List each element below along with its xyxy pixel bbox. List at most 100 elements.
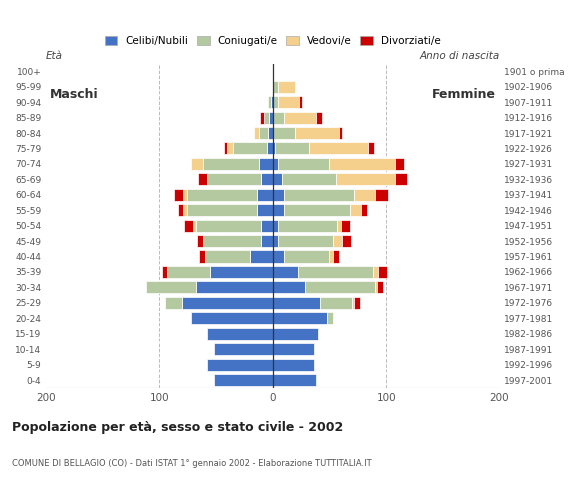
Bar xyxy=(195,220,262,232)
Text: Anno di nascita: Anno di nascita xyxy=(419,51,499,61)
Bar xyxy=(273,96,278,108)
Bar xyxy=(339,127,342,139)
Bar xyxy=(267,143,273,155)
Bar xyxy=(182,297,273,309)
Bar xyxy=(195,281,273,293)
Bar xyxy=(316,111,321,124)
Bar xyxy=(253,127,259,139)
Bar xyxy=(174,189,183,201)
Bar xyxy=(278,81,295,93)
Bar xyxy=(207,359,273,371)
Bar xyxy=(273,220,278,232)
Bar xyxy=(211,266,273,278)
Bar xyxy=(298,266,372,278)
Bar xyxy=(275,143,309,155)
Bar xyxy=(259,158,273,170)
Text: Maschi: Maschi xyxy=(49,88,98,101)
Legend: Celibi/Nubili, Coniugati/e, Vedovi/e, Divorziati/e: Celibi/Nubili, Coniugati/e, Vedovi/e, Di… xyxy=(105,36,441,47)
Bar xyxy=(273,235,278,247)
Bar xyxy=(284,251,329,263)
Bar xyxy=(198,173,207,185)
Text: Popolazione per età, sesso e stato civile - 2002: Popolazione per età, sesso e stato civil… xyxy=(12,421,343,434)
Bar xyxy=(372,266,378,278)
Bar xyxy=(270,111,273,124)
Bar xyxy=(202,158,259,170)
Bar xyxy=(354,189,375,201)
Bar xyxy=(146,281,195,293)
Bar xyxy=(250,251,273,263)
Bar xyxy=(187,204,257,216)
Bar xyxy=(278,235,333,247)
Bar xyxy=(262,235,273,247)
Bar xyxy=(273,281,304,293)
Bar xyxy=(207,328,273,340)
Bar xyxy=(269,127,273,139)
Bar xyxy=(284,189,354,201)
Bar xyxy=(282,173,336,185)
Bar xyxy=(194,220,195,232)
Bar xyxy=(187,189,257,201)
Bar xyxy=(162,266,168,278)
Bar xyxy=(329,158,395,170)
Bar xyxy=(284,204,350,216)
Bar xyxy=(329,251,333,263)
Bar xyxy=(273,81,278,93)
Bar xyxy=(333,251,339,263)
Bar xyxy=(352,297,354,309)
Bar xyxy=(191,158,202,170)
Bar xyxy=(299,96,302,108)
Bar xyxy=(336,173,395,185)
Bar xyxy=(327,312,333,324)
Bar xyxy=(333,235,342,247)
Bar xyxy=(395,158,404,170)
Bar xyxy=(224,143,227,155)
Bar xyxy=(273,359,314,371)
Bar xyxy=(270,96,273,108)
Bar xyxy=(257,204,273,216)
Bar xyxy=(395,173,407,185)
Bar xyxy=(207,173,262,185)
Text: Età: Età xyxy=(46,51,63,61)
Bar xyxy=(202,235,262,247)
Bar xyxy=(278,220,338,232)
Bar xyxy=(183,204,187,216)
Bar xyxy=(259,127,269,139)
Text: Femmine: Femmine xyxy=(432,88,496,101)
Bar xyxy=(214,343,273,355)
Bar xyxy=(354,297,360,309)
Bar xyxy=(273,143,275,155)
Bar xyxy=(295,127,339,139)
Bar xyxy=(199,251,205,263)
Bar xyxy=(165,297,182,309)
Bar xyxy=(368,143,374,155)
Bar xyxy=(184,220,194,232)
Bar xyxy=(168,266,211,278)
Bar xyxy=(342,235,351,247)
Bar xyxy=(273,297,320,309)
Bar xyxy=(273,251,284,263)
Bar xyxy=(205,251,250,263)
Bar xyxy=(227,143,233,155)
Bar xyxy=(273,173,282,185)
Bar xyxy=(262,173,273,185)
Bar xyxy=(273,374,316,386)
Bar xyxy=(264,111,270,124)
Bar xyxy=(377,281,383,293)
Bar xyxy=(273,127,295,139)
Bar xyxy=(214,374,273,386)
Bar xyxy=(273,343,314,355)
Text: COMUNE DI BELLAGIO (CO) - Dati ISTAT 1° gennaio 2002 - Elaborazione TUTTITALIA.I: COMUNE DI BELLAGIO (CO) - Dati ISTAT 1° … xyxy=(12,459,371,468)
Bar xyxy=(273,312,327,324)
Bar xyxy=(273,204,284,216)
Bar xyxy=(197,235,202,247)
Bar xyxy=(273,111,284,124)
Bar xyxy=(262,220,273,232)
Bar xyxy=(273,158,278,170)
Bar xyxy=(378,266,387,278)
Bar xyxy=(233,143,267,155)
Bar xyxy=(278,96,299,108)
Bar xyxy=(350,204,361,216)
Bar xyxy=(284,111,316,124)
Bar xyxy=(338,220,341,232)
Bar xyxy=(375,189,389,201)
